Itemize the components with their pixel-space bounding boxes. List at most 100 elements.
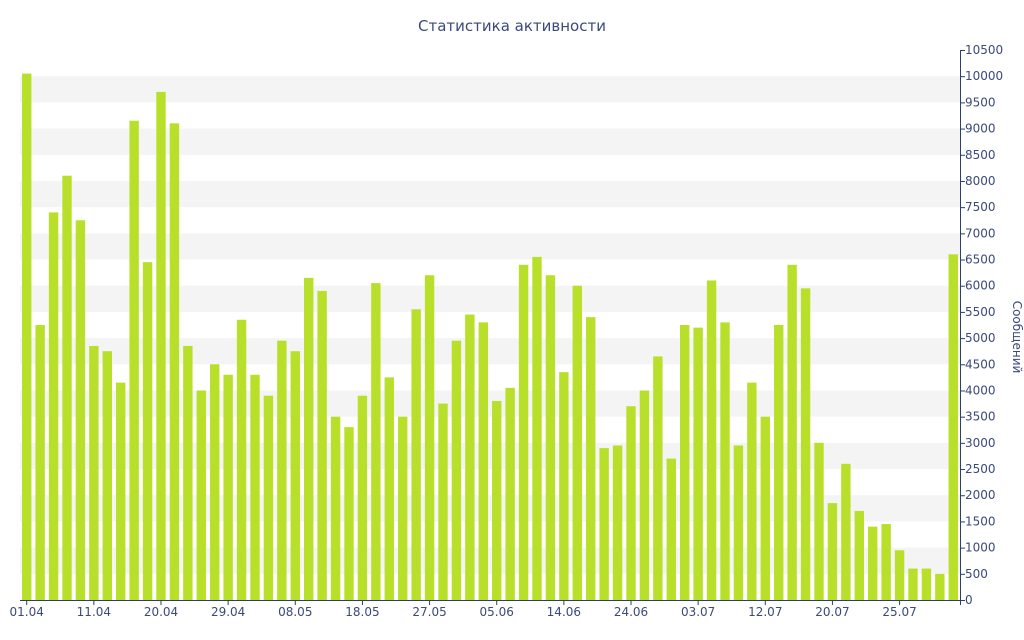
x-tick-label: 05.06 xyxy=(480,605,514,619)
bar xyxy=(304,277,314,600)
y-axis-ticks: 0 500 1000 1500 2000 2500 3000 3500 4000 4500 5000… xyxy=(960,43,1003,607)
y-tick-label: 2000 xyxy=(965,488,996,502)
x-tick-label: 20.04 xyxy=(144,605,178,619)
bar xyxy=(142,262,153,600)
x-tick-label: 03.07 xyxy=(681,605,715,619)
bar xyxy=(518,264,529,600)
axes xyxy=(20,50,961,605)
bar xyxy=(800,288,811,600)
y-tick-label: 7500 xyxy=(965,200,996,214)
bar xyxy=(921,568,932,600)
bar xyxy=(505,387,515,600)
bar xyxy=(894,550,905,600)
bar xyxy=(747,382,757,600)
bar xyxy=(908,568,918,600)
bar xyxy=(344,427,354,600)
y-tick-label: 5500 xyxy=(965,305,996,319)
bar xyxy=(102,351,112,600)
bar xyxy=(948,254,958,601)
bars xyxy=(22,73,958,601)
bar xyxy=(653,356,663,600)
bar xyxy=(854,510,864,600)
bar xyxy=(492,400,502,600)
bar xyxy=(48,212,59,600)
bar xyxy=(760,416,770,600)
y-tick-label: 2500 xyxy=(965,462,996,476)
bar xyxy=(438,403,448,600)
bar xyxy=(75,220,86,601)
bar xyxy=(935,573,945,600)
bar xyxy=(263,395,274,600)
bar xyxy=(787,264,797,600)
x-tick-label: 14.06 xyxy=(547,605,581,619)
x-tick-label: 01.04 xyxy=(10,605,44,619)
bar xyxy=(881,524,891,600)
bar xyxy=(586,317,596,600)
y-tick-label: 8000 xyxy=(965,174,996,188)
bar xyxy=(330,416,341,600)
x-tick-label: 18.05 xyxy=(345,605,379,619)
bar xyxy=(814,442,824,600)
bar xyxy=(733,445,744,600)
x-tick-label: 29.04 xyxy=(211,605,245,619)
bar xyxy=(720,322,730,600)
y-tick-label: 500 xyxy=(965,567,988,581)
bar xyxy=(451,340,462,600)
bar xyxy=(210,364,220,600)
bar xyxy=(22,73,32,600)
bar xyxy=(680,325,690,600)
bar xyxy=(841,463,851,600)
y-tick-label: 7000 xyxy=(965,226,996,240)
x-tick-label: 20.07 xyxy=(815,605,849,619)
chart-title: Статистика активности xyxy=(418,17,606,35)
x-tick-label: 11.04 xyxy=(77,605,111,619)
bar xyxy=(89,345,99,600)
y-tick-label: 10000 xyxy=(965,69,1003,83)
y-tick-label: 1000 xyxy=(965,541,996,555)
bar xyxy=(478,322,488,600)
y-tick-label: 3500 xyxy=(965,410,996,424)
bar xyxy=(277,340,287,600)
bar xyxy=(411,309,421,600)
bar xyxy=(290,351,300,600)
bar xyxy=(398,416,408,600)
x-tick-label: 12.07 xyxy=(748,605,782,619)
bar xyxy=(465,314,475,600)
bar xyxy=(868,526,878,600)
bar xyxy=(62,175,72,600)
y-axis-title: Сообщений xyxy=(1010,301,1024,374)
bar xyxy=(639,390,650,600)
bar xyxy=(545,275,556,600)
y-tick-label: 10500 xyxy=(965,43,1003,57)
bar xyxy=(532,256,542,600)
bar xyxy=(223,374,233,600)
bar xyxy=(424,275,435,600)
bar xyxy=(317,290,327,600)
bar xyxy=(666,458,676,600)
bar xyxy=(183,345,193,600)
bar xyxy=(384,377,394,600)
y-tick-label: 8500 xyxy=(965,148,996,162)
bar xyxy=(236,319,247,600)
bar xyxy=(572,285,582,600)
bar xyxy=(827,503,838,600)
y-tick-label: 9000 xyxy=(965,122,996,136)
grid-band xyxy=(20,76,960,103)
bar xyxy=(612,445,623,600)
y-tick-label: 6500 xyxy=(965,253,996,267)
bar xyxy=(626,406,636,600)
bar xyxy=(559,372,569,600)
x-tick-label: 27.05 xyxy=(412,605,446,619)
bar xyxy=(357,395,368,600)
bar xyxy=(706,280,717,600)
bar xyxy=(156,91,166,601)
x-tick-label: 24.06 xyxy=(614,605,648,619)
x-tick-label: 08.05 xyxy=(278,605,312,619)
x-tick-label: 25.07 xyxy=(882,605,916,619)
y-tick-label: 3000 xyxy=(965,436,996,450)
bar xyxy=(371,283,381,600)
y-tick-label: 5000 xyxy=(965,331,996,345)
y-tick-label: 9500 xyxy=(965,95,996,109)
bar xyxy=(169,123,180,600)
